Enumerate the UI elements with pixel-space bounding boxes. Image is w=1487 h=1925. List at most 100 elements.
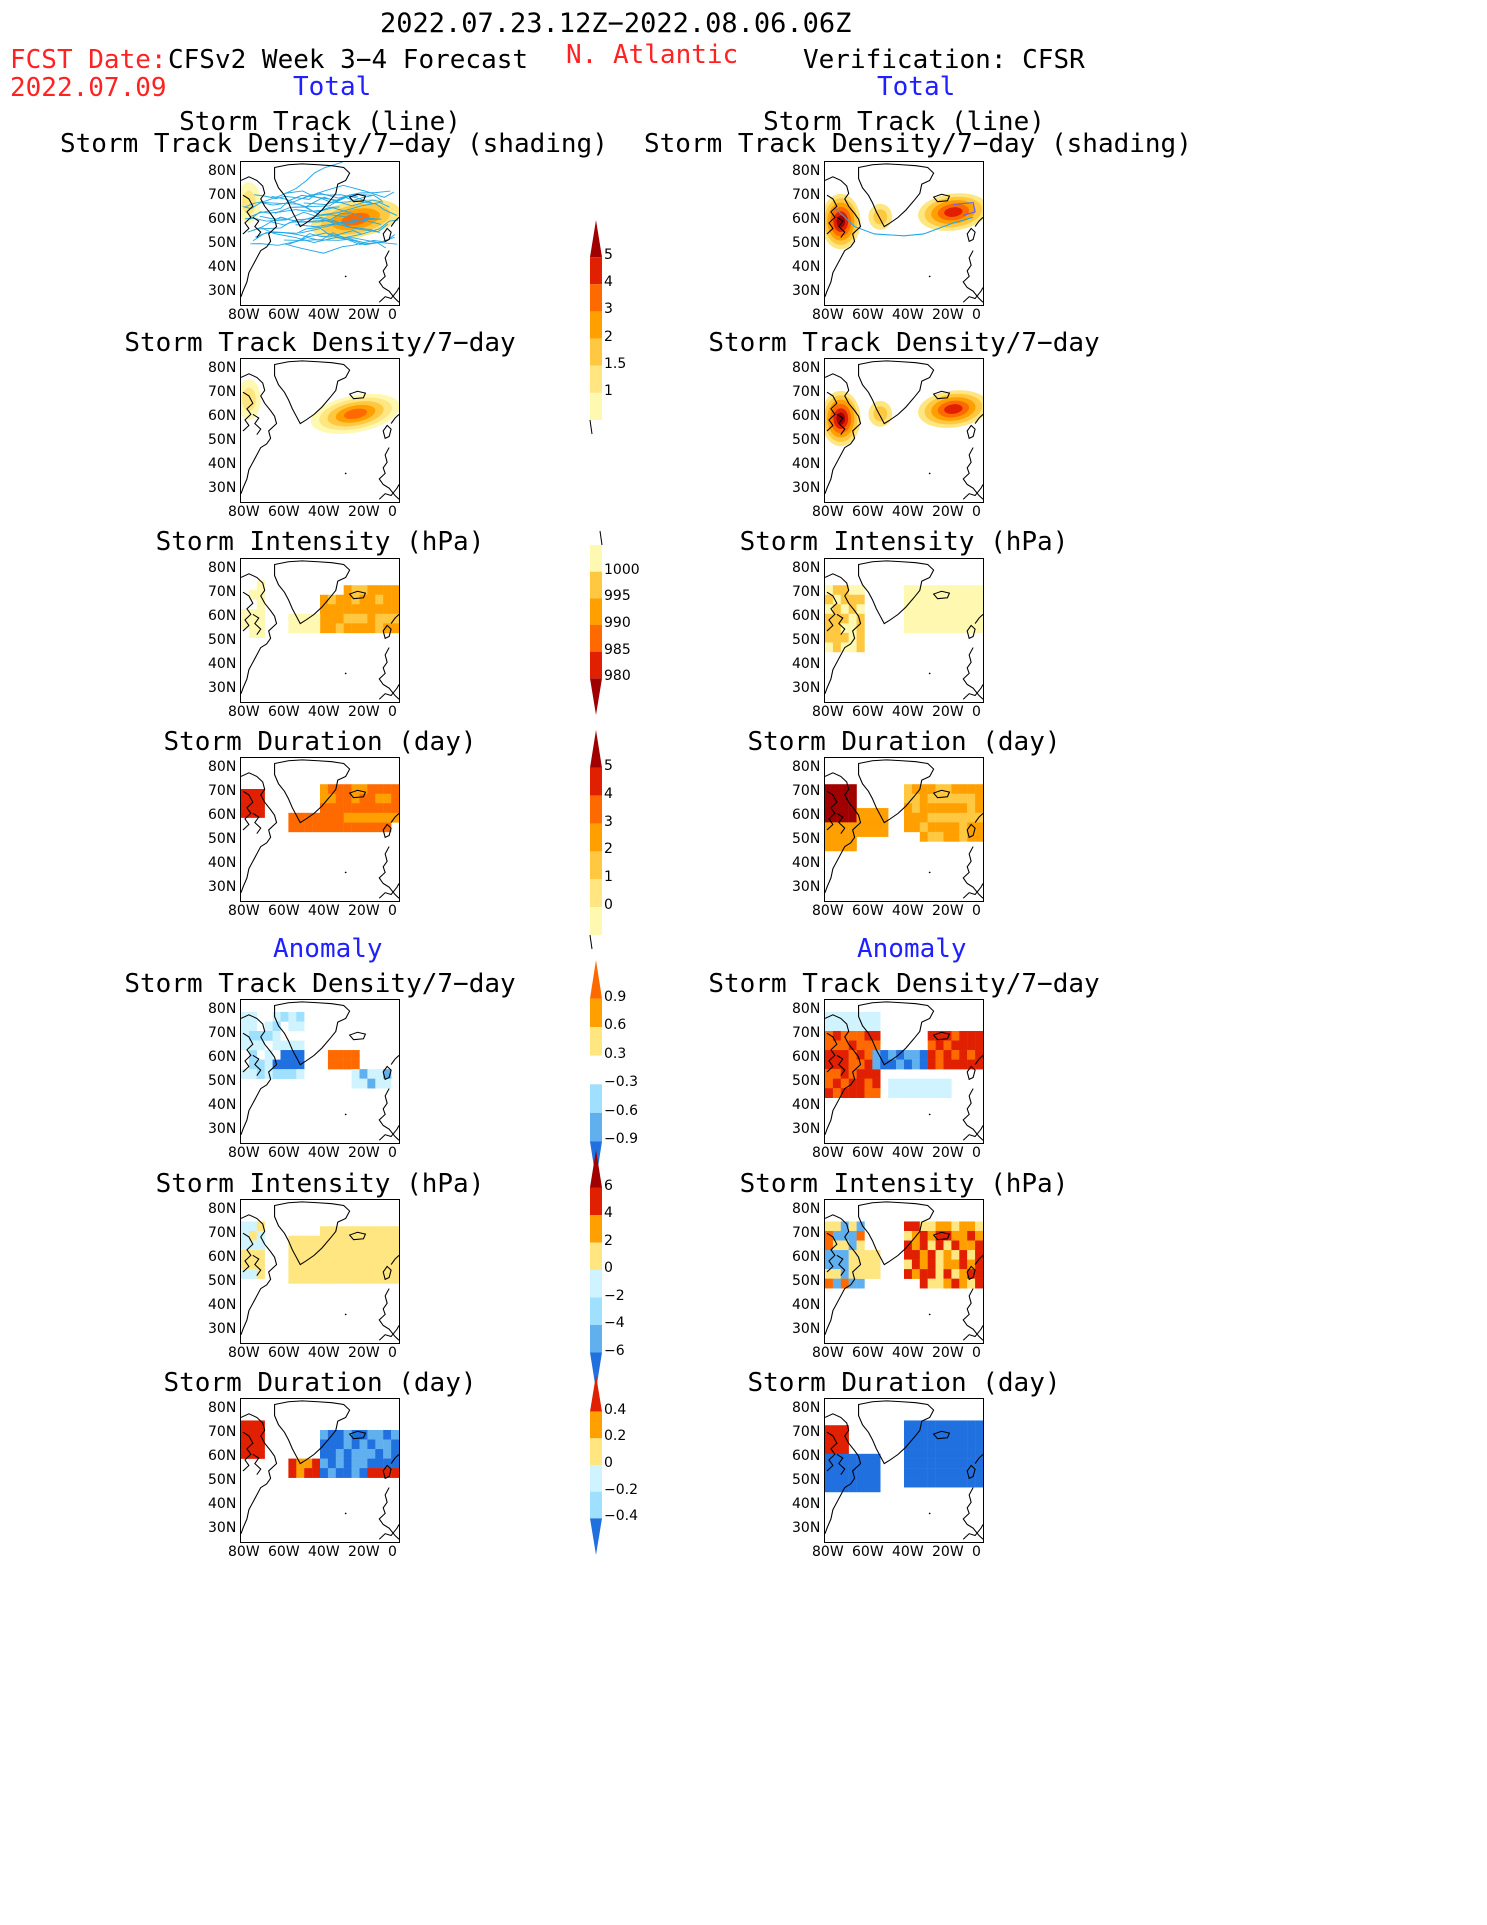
map-plot bbox=[241, 1201, 399, 1341]
lat-tick: 60N bbox=[792, 1249, 821, 1265]
lat-tick: 40N bbox=[792, 1496, 821, 1512]
panel-title: Storm Track (line) bbox=[179, 107, 461, 137]
lat-tick: 40N bbox=[208, 656, 237, 672]
lon-tick: 0 bbox=[972, 1145, 981, 1161]
panel-title: Storm Track Density/7−day bbox=[708, 328, 1100, 358]
lon-tick: 60W bbox=[852, 504, 884, 520]
forecast-title: CFSv2 Week 3−4 Forecast bbox=[168, 45, 529, 75]
lon-tick: 40W bbox=[308, 1544, 340, 1560]
lat-tick: 30N bbox=[208, 680, 237, 696]
lon-tick: 40W bbox=[308, 1145, 340, 1161]
colorbar-label: 0 bbox=[604, 897, 613, 914]
lat-tick: 50N bbox=[208, 632, 237, 648]
map-plot bbox=[241, 162, 399, 303]
panel-title: Storm Intensity (hPa) bbox=[739, 527, 1069, 557]
colorbar-density_total bbox=[589, 220, 602, 435]
lon-tick: 20W bbox=[348, 903, 380, 919]
lat-tick: 60N bbox=[792, 807, 821, 823]
lat-tick: 70N bbox=[208, 783, 237, 799]
lat-tick: 80N bbox=[792, 560, 821, 576]
anomaly-label-left: Anomaly bbox=[273, 934, 383, 964]
lon-tick: 80W bbox=[812, 1145, 844, 1161]
colorbar-label: 2 bbox=[604, 328, 613, 345]
colorbar-label: 3 bbox=[604, 813, 613, 830]
panel-title: Storm Duration (day) bbox=[747, 1368, 1061, 1398]
lat-tick: 40N bbox=[208, 259, 237, 275]
lon-tick: 20W bbox=[348, 504, 380, 520]
lat-tick: 30N bbox=[208, 879, 237, 895]
lat-tick: 50N bbox=[792, 632, 821, 648]
lon-tick: 60W bbox=[852, 1145, 884, 1161]
lat-tick: 40N bbox=[792, 1097, 821, 1113]
lat-tick: 40N bbox=[208, 855, 237, 871]
lon-tick: 60W bbox=[268, 504, 300, 520]
map-panel bbox=[240, 161, 400, 306]
lon-tick: 0 bbox=[388, 1345, 397, 1361]
lat-tick: 40N bbox=[208, 1297, 237, 1313]
map-plot bbox=[825, 360, 983, 500]
lat-tick: 40N bbox=[792, 1297, 821, 1313]
lat-tick: 70N bbox=[208, 584, 237, 600]
lat-tick: 50N bbox=[792, 1273, 821, 1289]
lon-tick: 80W bbox=[228, 307, 260, 323]
lon-tick: 60W bbox=[268, 1345, 300, 1361]
colorbar-label: 0.2 bbox=[604, 1428, 627, 1445]
lat-tick: 60N bbox=[792, 1448, 821, 1464]
colorbar-label: 2 bbox=[604, 841, 613, 858]
lat-tick: 50N bbox=[792, 432, 821, 448]
colorbar-label: 0.4 bbox=[604, 1401, 627, 1418]
lon-tick: 80W bbox=[228, 504, 260, 520]
colorbar-duration_total bbox=[589, 730, 602, 950]
lat-tick: 40N bbox=[792, 456, 821, 472]
lat-tick: 60N bbox=[792, 608, 821, 624]
lat-tick: 50N bbox=[208, 831, 237, 847]
lon-tick: 80W bbox=[812, 307, 844, 323]
lon-tick: 80W bbox=[228, 1145, 260, 1161]
lon-tick: 80W bbox=[812, 903, 844, 919]
lat-tick: 80N bbox=[792, 1001, 821, 1017]
lat-tick: 40N bbox=[208, 456, 237, 472]
lat-tick: 50N bbox=[208, 1073, 237, 1089]
lat-tick: 30N bbox=[208, 1321, 237, 1337]
map-panel bbox=[824, 1199, 984, 1344]
panel-title: Storm Duration (day) bbox=[163, 727, 477, 757]
panel-title: Storm Intensity (hPa) bbox=[739, 1169, 1069, 1199]
colorbar-label: 6 bbox=[604, 1177, 613, 1194]
lat-tick: 40N bbox=[792, 259, 821, 275]
lon-tick: 60W bbox=[852, 1544, 884, 1560]
colorbar-label: 980 bbox=[604, 668, 631, 685]
lon-tick: 80W bbox=[812, 704, 844, 720]
lon-tick: 60W bbox=[268, 1544, 300, 1560]
map-plot bbox=[825, 1001, 983, 1141]
lon-tick: 60W bbox=[852, 903, 884, 919]
total-label-left: Total bbox=[293, 72, 372, 102]
lon-tick: 80W bbox=[228, 704, 260, 720]
lon-tick: 40W bbox=[308, 1345, 340, 1361]
lon-tick: 0 bbox=[388, 704, 397, 720]
lon-tick: 40W bbox=[308, 903, 340, 919]
lat-tick: 80N bbox=[208, 1001, 237, 1017]
colorbar-label: 1.5 bbox=[604, 355, 627, 372]
colorbar-label: 3 bbox=[604, 301, 613, 318]
lon-tick: 40W bbox=[308, 307, 340, 323]
total-label-right: Total bbox=[877, 72, 956, 102]
lon-tick: 20W bbox=[348, 307, 380, 323]
lon-tick: 40W bbox=[308, 504, 340, 520]
panel-title: Storm Track Density/7−day (shading) bbox=[644, 129, 1192, 159]
lon-tick: 20W bbox=[932, 1345, 964, 1361]
colorbar-label: 5 bbox=[604, 247, 613, 264]
colorbar-label: 0 bbox=[604, 1260, 613, 1276]
map-panel bbox=[824, 161, 984, 306]
map-plot bbox=[825, 1201, 983, 1341]
lon-tick: 60W bbox=[852, 1345, 884, 1361]
map-panel bbox=[240, 757, 400, 902]
lon-tick: 20W bbox=[348, 1544, 380, 1560]
colorbar-label: −0.2 bbox=[604, 1481, 638, 1498]
lon-tick: 40W bbox=[892, 504, 924, 520]
map-plot bbox=[241, 1001, 399, 1141]
lat-tick: 70N bbox=[208, 187, 237, 203]
lon-tick: 20W bbox=[932, 1544, 964, 1560]
lat-tick: 30N bbox=[792, 1321, 821, 1337]
lat-tick: 80N bbox=[208, 1201, 237, 1217]
map-plot bbox=[825, 1400, 983, 1540]
